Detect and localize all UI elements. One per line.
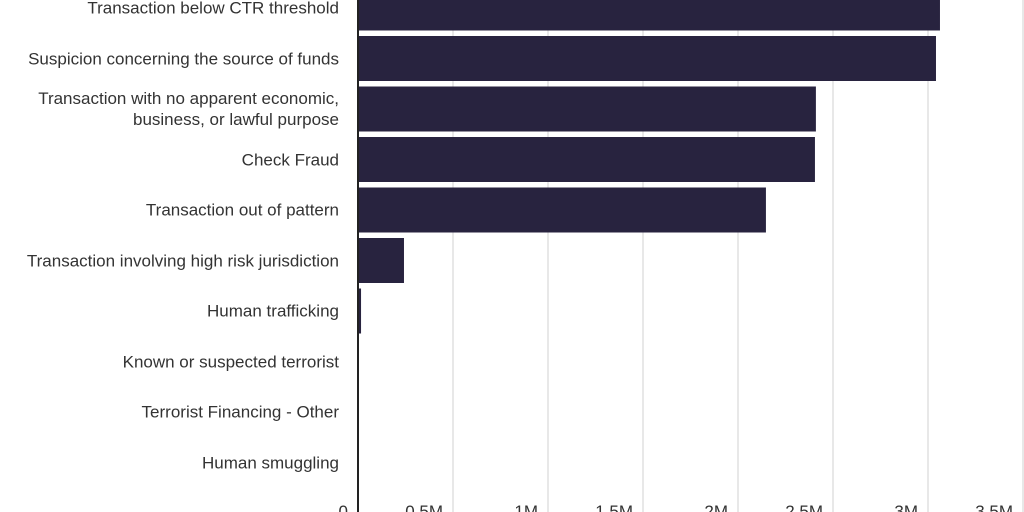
category-label: Transaction below CTR threshold	[87, 0, 339, 18]
bar	[358, 36, 936, 81]
category-label: Known or suspected terrorist	[122, 352, 339, 371]
x-tick-label: 0	[339, 502, 348, 512]
category-label: Transaction out of pattern	[145, 200, 339, 220]
x-tick-label: 1.5M	[595, 502, 633, 512]
category-label: Transaction with no apparent economic, b…	[38, 89, 339, 129]
x-tick-label: 2M	[704, 502, 728, 512]
bar	[358, 137, 815, 182]
x-tick-label: 0.5M	[405, 502, 443, 512]
category-label: Transaction involving high risk jurisdic…	[26, 251, 339, 270]
bar	[358, 288, 362, 334]
bar	[358, 187, 766, 233]
category-label: Check Fraud	[241, 150, 339, 169]
category-label: Human trafficking	[207, 301, 339, 321]
x-tick-label: 3M	[894, 502, 918, 512]
category-label: Human smuggling	[201, 453, 339, 472]
category-label: Terrorist Financing - Other	[141, 402, 339, 422]
bar	[358, 0, 940, 31]
x-tick-label: 2.5M	[785, 502, 823, 512]
category-label: Suspicion concerning the source of funds	[28, 49, 339, 68]
x-tick-label: 3.5M	[975, 502, 1013, 512]
bar	[358, 86, 816, 132]
x-tick-label: 1M	[514, 502, 538, 512]
bar	[358, 238, 404, 283]
